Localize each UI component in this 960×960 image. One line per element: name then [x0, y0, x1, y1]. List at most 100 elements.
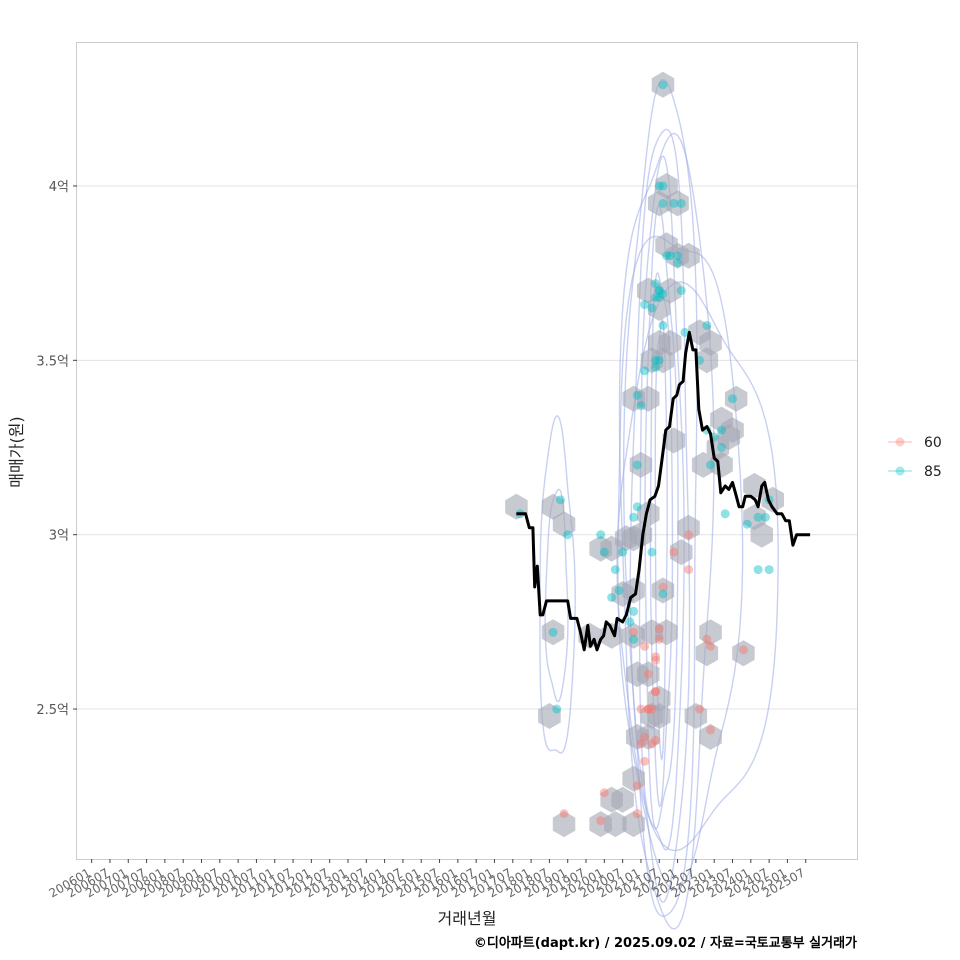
- hexbin-cell: [651, 577, 675, 604]
- panel-background: [76, 42, 858, 860]
- data-point-85: [658, 181, 668, 191]
- hexbin-cell: [622, 622, 645, 649]
- data-point-85: [654, 293, 664, 303]
- data-point-60: [636, 739, 646, 749]
- scatter-points: [515, 80, 774, 826]
- data-point-85: [717, 443, 727, 453]
- data-point-60: [651, 687, 661, 697]
- x-axis-ticks: 2006012006072007012007072008012008072009…: [46, 859, 807, 901]
- hexbin-cell: [622, 811, 645, 838]
- data-point-60: [632, 781, 642, 791]
- hexbin-cell: [622, 577, 645, 604]
- data-point-85: [753, 512, 763, 522]
- data-point-85: [654, 355, 664, 365]
- hexbin-cell: [637, 277, 660, 304]
- hexbin-cell: [622, 525, 645, 552]
- data-point-60: [654, 624, 664, 634]
- density-contour: [616, 281, 779, 852]
- hexbin-cell: [677, 242, 700, 269]
- data-point-85: [658, 289, 668, 299]
- data-point-85: [706, 460, 716, 470]
- data-point-85: [702, 320, 712, 330]
- hexbin-cell: [732, 640, 755, 667]
- legend-item-60: 60: [888, 435, 942, 451]
- hexbin-cell: [541, 619, 565, 646]
- hexbin-cell: [637, 723, 660, 750]
- hexbin-cell: [724, 385, 748, 412]
- data-point-60: [651, 735, 661, 745]
- data-point-85: [552, 704, 562, 714]
- hexbin-cell: [552, 511, 576, 538]
- hexbin-cell: [589, 811, 612, 838]
- data-point-85: [651, 355, 661, 365]
- data-point-85: [673, 258, 683, 268]
- data-point-85: [717, 425, 727, 435]
- data-point-60: [643, 704, 653, 714]
- legend-label-60: 60: [924, 435, 942, 451]
- y-tick-label: 4억: [49, 180, 69, 195]
- data-point-85: [647, 547, 657, 557]
- y-tick-label: 3.5억: [36, 354, 69, 369]
- x-axis-title: 거래년월: [438, 909, 497, 928]
- data-point-60: [640, 732, 650, 742]
- data-point-60: [702, 634, 712, 644]
- data-point-60: [640, 756, 650, 766]
- hexbin-cell: [662, 427, 686, 454]
- legend-label-85: 85: [924, 464, 942, 480]
- data-point-60: [647, 704, 657, 714]
- data-point-85: [647, 303, 657, 313]
- hexbin-cell: [666, 190, 689, 217]
- data-point-60: [599, 788, 609, 798]
- hexbin-cell: [552, 811, 576, 838]
- data-point-85: [632, 390, 642, 400]
- data-point-85: [720, 509, 730, 519]
- data-point-85: [651, 362, 661, 372]
- data-point-85: [632, 502, 642, 512]
- hexbin-cell: [538, 703, 561, 729]
- data-point-60: [632, 809, 642, 819]
- data-point-85: [658, 320, 668, 330]
- hexbin-cell: [750, 521, 773, 548]
- hexbin-cell: [670, 539, 693, 566]
- data-point-85: [680, 327, 690, 337]
- data-point-60: [559, 809, 569, 819]
- hexbin-cell: [717, 424, 741, 451]
- trend-line: [516, 330, 811, 652]
- data-point-85: [599, 547, 609, 557]
- hexbin-cell: [600, 786, 623, 813]
- data-point-85: [651, 293, 661, 303]
- data-point-60: [647, 739, 657, 749]
- data-point-60: [738, 645, 748, 655]
- data-point-60: [651, 655, 661, 665]
- data-point-85: [760, 512, 770, 522]
- hexbin-cell: [655, 619, 678, 646]
- data-point-60: [629, 627, 639, 637]
- data-point-85: [563, 530, 573, 540]
- data-point-85: [636, 401, 646, 411]
- hexbin-cell: [684, 703, 708, 729]
- hexbin-cell: [699, 723, 722, 750]
- data-point-60: [640, 641, 650, 651]
- data-point-60: [643, 704, 653, 714]
- data-point-85: [629, 606, 639, 616]
- data-point-85: [607, 592, 617, 602]
- data-point-85: [658, 80, 668, 90]
- data-point-85: [654, 286, 664, 296]
- data-point-60: [596, 816, 606, 826]
- hexbin-cell: [648, 295, 671, 321]
- hexbin-cell: [691, 451, 715, 478]
- hexbin-cell: [637, 500, 660, 527]
- data-point-85: [669, 198, 679, 208]
- data-point-85: [676, 198, 686, 208]
- data-point-85: [596, 530, 606, 540]
- y-tick-label: 2.5억: [36, 703, 69, 718]
- data-point-85: [629, 512, 639, 522]
- data-point-85: [753, 565, 763, 575]
- data-point-85: [764, 565, 774, 575]
- data-point-60: [706, 725, 716, 735]
- data-point-60: [706, 641, 716, 651]
- data-point-60: [651, 652, 661, 662]
- data-point-85: [610, 565, 620, 575]
- data-point-85: [665, 251, 675, 261]
